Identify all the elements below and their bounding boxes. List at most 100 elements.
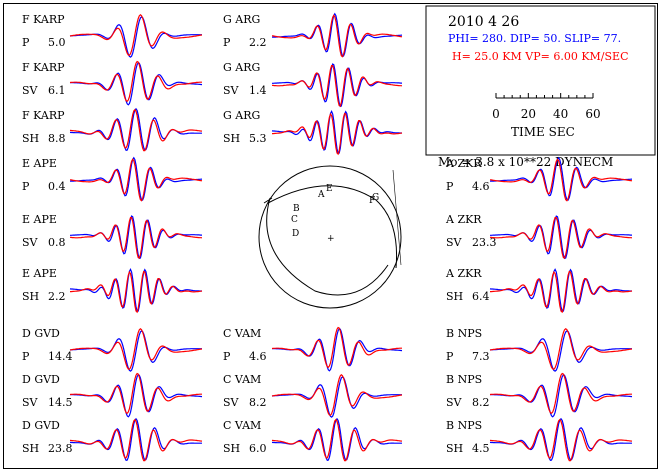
observed-trace — [489, 417, 632, 461]
observed-trace — [272, 12, 403, 57]
station-label: C VAM — [223, 373, 261, 386]
phase-label: P — [22, 350, 30, 363]
synthetic-trace — [69, 217, 203, 259]
observed-trace — [69, 16, 202, 58]
amplitude-label: 8.8 — [48, 132, 66, 145]
amplitude-label: 1.4 — [249, 84, 267, 97]
synthetic-trace — [271, 418, 403, 462]
amplitude-label: 8.2 — [249, 396, 267, 409]
amplitude-label: 23.8 — [48, 442, 73, 455]
station-label: B NPS — [446, 373, 482, 386]
observed-trace — [271, 417, 402, 461]
pressure-axis-line — [392, 169, 402, 266]
synthetic-trace — [271, 326, 402, 369]
beachball-station-label: F — [369, 196, 375, 206]
nodal-plane-2 — [266, 197, 389, 296]
figure-frame — [3, 3, 658, 469]
phase-label: P — [22, 36, 30, 49]
amplitude-label: 2.2 — [48, 290, 66, 303]
station-label: G ARG — [223, 61, 260, 74]
synthetic-trace — [490, 270, 633, 314]
synthetic-trace — [489, 418, 633, 462]
beachball-station-label: B — [293, 204, 300, 214]
station-label: F KARP — [22, 13, 65, 26]
beachball-station-label: D — [292, 229, 299, 239]
amplitude-label: 0.8 — [48, 236, 66, 249]
observed-trace — [69, 267, 202, 312]
phase-label: SV — [22, 84, 39, 97]
phase-label: P — [446, 350, 454, 363]
phase-label: SV — [22, 236, 39, 249]
station-label: G ARG — [223, 13, 260, 26]
beachball-station-label: E — [326, 184, 333, 194]
phase-label: SV — [446, 396, 463, 409]
synthetic-trace — [69, 60, 202, 103]
station-label: G ARG — [223, 109, 260, 122]
observed-trace — [271, 376, 402, 418]
focal-mechanism-beachball: AE BCD FG + — [258, 165, 402, 309]
station-label: C VAM — [223, 327, 261, 340]
time-axis-label: TIME SEC — [511, 125, 575, 139]
synthetic-trace — [69, 14, 203, 56]
synthetic-trace — [69, 328, 203, 370]
station-label: F KARP — [22, 61, 65, 74]
phase-label: SH — [446, 290, 463, 303]
beachball-circle — [258, 165, 402, 309]
station-label: A ZKR — [445, 267, 482, 280]
synthetic-trace — [489, 158, 633, 202]
phase-label: SH — [446, 442, 463, 455]
synthetic-trace — [271, 65, 403, 107]
time-tick-label: 40 — [553, 107, 568, 121]
station-label: C VAM — [223, 419, 261, 432]
observed-trace — [70, 156, 203, 201]
time-tick-label: 20 — [521, 107, 536, 121]
observed-trace — [489, 268, 632, 312]
header-box — [425, 5, 656, 156]
seismic-moment: Mo = 3.8 x 10**22 DYNECM — [438, 155, 613, 169]
waveform-panels: F KARP P 5.0 F KARP SV 6.1 F KARP SH 8.8 E APE P 0.… — [22, 12, 633, 462]
beachball-station-label: G — [372, 193, 379, 203]
observed-trace — [69, 330, 202, 372]
station-label: A ZKR — [445, 157, 482, 170]
station-label: E APE — [22, 157, 57, 170]
phase-label: P — [22, 180, 30, 193]
synthetic-trace — [271, 374, 403, 416]
amplitude-label: 4.6 — [472, 180, 490, 193]
station-label: E APE — [22, 213, 57, 226]
axis-tick — [263, 197, 273, 204]
synthetic-trace — [489, 328, 633, 370]
station-label: B NPS — [446, 419, 482, 432]
phase-label: SH — [223, 442, 240, 455]
phase-label: P — [223, 350, 231, 363]
observed-trace — [490, 156, 633, 201]
observed-trace — [489, 330, 632, 372]
beachball-station-label: A — [317, 190, 325, 200]
station-label: D GVD — [22, 419, 60, 432]
phase-label: P — [223, 36, 231, 49]
beachball-station-label: C — [291, 215, 298, 225]
amplitude-label: 14.5 — [48, 396, 73, 409]
synthetic-trace — [69, 372, 202, 415]
synthetic-trace — [70, 270, 203, 314]
phase-label: SH — [223, 132, 240, 145]
amplitude-label: 2.2 — [249, 36, 267, 49]
amplitude-label: 5.0 — [48, 36, 66, 49]
amplitude-label: 5.3 — [249, 132, 267, 145]
phase-label: SH — [22, 442, 39, 455]
synthetic-trace — [271, 14, 403, 58]
station-label: F KARP — [22, 109, 65, 122]
amplitude-label: 8.2 — [472, 396, 490, 409]
observed-trace — [69, 417, 202, 461]
phase-label: SV — [223, 84, 240, 97]
observed-trace — [69, 107, 202, 151]
synthetic-trace — [489, 372, 632, 415]
event-date: 2010 4 26 — [448, 14, 519, 30]
amplitude-label: 14.4 — [48, 350, 73, 363]
station-label: B NPS — [446, 327, 482, 340]
station-label: D GVD — [22, 327, 60, 340]
phase-label: SH — [22, 290, 39, 303]
time-scale-axis: 0 20 40 60 — [492, 93, 601, 121]
station-label: D GVD — [22, 373, 60, 386]
